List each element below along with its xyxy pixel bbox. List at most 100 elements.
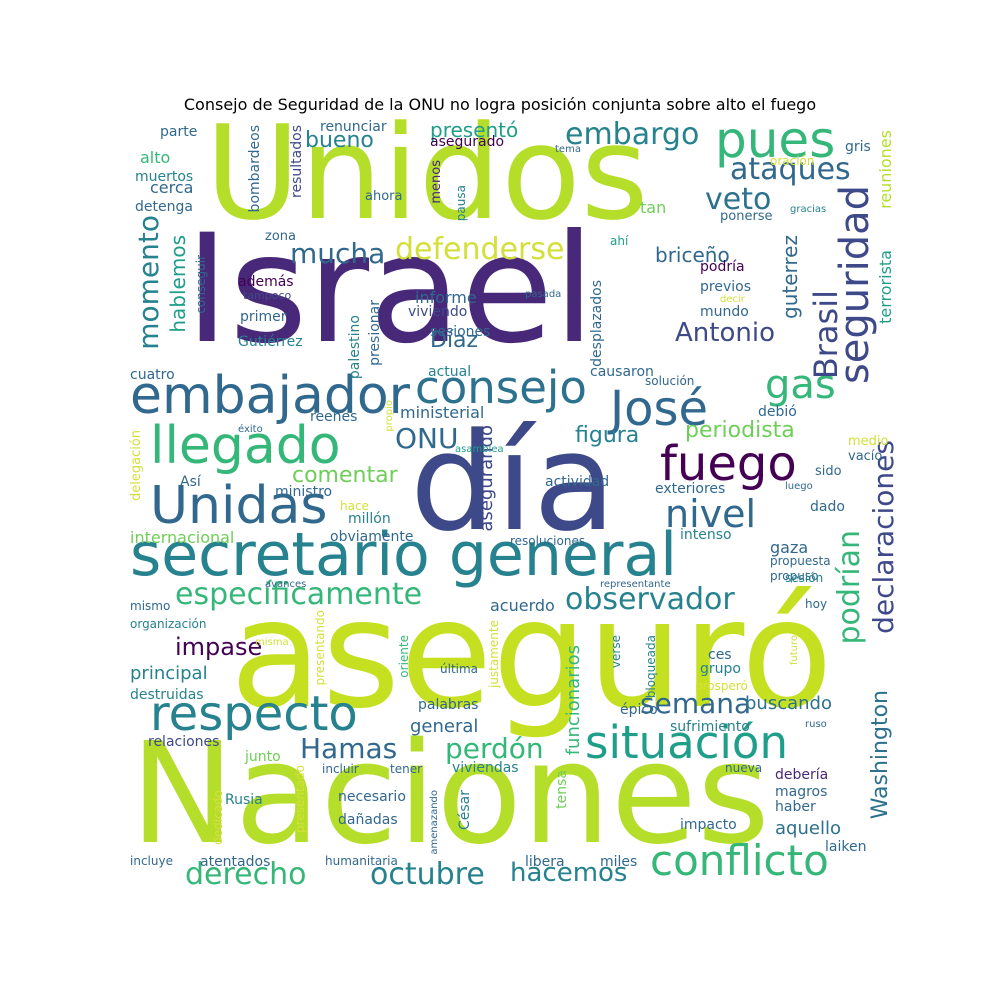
cloud-word: grupo [700,661,741,677]
cloud-word: detenga [135,199,193,215]
cloud-word: exteriores [655,481,726,497]
cloud-word: figura [575,423,640,448]
cloud-word: mismo [130,599,171,613]
cloud-word: funcionarios [563,645,584,756]
cloud-word: Unidas [150,476,328,536]
cloud-word: solución [645,374,695,388]
cloud-word: prosperó [695,679,748,693]
cloud-word: Rusia [225,792,263,808]
cloud-word: Así [180,474,201,490]
cloud-word: última [440,662,479,676]
cloud-word: obviamente [330,529,414,545]
cloud-word: cuatro [130,367,175,383]
cloud-word: mucha [290,237,386,270]
cloud-word: Díaz [430,328,479,353]
cloud-word: épico [620,702,658,718]
cloud-word: bloqueada [644,635,658,699]
cloud-word: presentado [293,765,307,833]
cloud-word: viviendas [452,760,519,776]
cloud-word: magros [775,784,828,800]
cloud-word: reuniones [876,130,895,209]
cloud-word: primer [240,309,287,325]
cloud-word: hacemos [510,858,628,888]
cloud-word: millón [348,511,391,527]
cloud-word: dedicado [211,790,225,845]
cloud-word: tener [390,762,423,776]
cloud-word: decir [720,294,745,305]
cloud-word: podrían [832,530,867,645]
cloud-word: sido [815,464,842,479]
cloud-word: resultados [289,125,305,198]
cloud-word: Hamas [300,732,398,765]
cloud-word: llegado [150,416,341,476]
cloud-word: aquello [775,818,841,839]
cloud-word: periodista [685,418,795,443]
cloud-word: César [457,790,473,831]
cloud-word: presentó [430,118,519,142]
cloud-word: causaron [590,364,654,380]
cloud-word: gaza [770,538,809,557]
cloud-word: avances [265,579,307,590]
cloud-word: además [238,274,294,290]
cloud-word: embajador [130,366,411,426]
cloud-word: nivel [665,492,757,536]
cloud-word: acuerdo [490,596,555,615]
cloud-word: libera [525,854,565,870]
cloud-word: José [610,381,709,437]
cloud-word: impase [175,633,263,661]
cloud-word: presentando [313,610,327,686]
cloud-word: específicamente [175,577,423,612]
cloud-word: futuro [789,635,800,666]
cloud-word: actividad [545,474,610,490]
cloud-word: relaciones [148,734,220,750]
cloud-word: mundo [700,304,749,320]
cloud-word: oriente [397,635,411,678]
cloud-word: zona [265,229,296,244]
cloud-word: previos [700,279,751,295]
cloud-word: veto [705,182,772,217]
cloud-word: propuso [770,569,819,583]
cloud-word: bueno [305,128,374,153]
cloud-word: semana [640,687,752,720]
cloud-word: desplazados [589,280,605,367]
cloud-word: defenderse [395,232,565,267]
cloud-word: dañadas [338,812,398,828]
cloud-word: briceño [655,243,730,267]
cloud-word: impacto [680,817,737,833]
cloud-word: nueva [725,761,763,775]
cloud-word: menos [429,160,444,204]
cloud-word: parte [160,124,198,140]
cloud-word: general [410,716,479,737]
cloud-word: pues [715,111,836,169]
cloud-word: momento [132,215,165,350]
cloud-word: conseguir [194,255,208,314]
cloud-word: Washington [868,690,893,820]
cloud-word: embargo [565,117,700,152]
cloud-word: fuego [660,436,797,492]
cloud-word: incluir [322,762,359,776]
cloud-word: laiken [825,839,867,855]
cloud-word: misma [255,637,289,648]
cloud-word: ruso [805,719,827,730]
cloud-word: perdón [445,732,544,765]
cloud-word: propuesta [770,554,831,568]
cloud-word: alto [140,148,171,167]
cloud-word: secretario general [130,520,677,590]
cloud-word: asegurado [430,134,505,150]
cloud-word: muertos [135,169,194,185]
cloud-word: cerca [150,178,194,197]
cloud-word: justamente [487,620,501,689]
cloud-word: humanitaria [325,854,398,868]
cloud-word: asamblea [455,444,504,455]
cloud-word: verse [609,635,623,669]
cloud-word: Israel [185,203,595,377]
cloud-word: palabras [418,697,479,713]
cloud-word: representante [600,579,671,590]
cloud-word: actual [428,364,472,380]
cloud-word: derecho [185,857,307,892]
cloud-word: haber [775,799,816,815]
cloud-word: informe [415,288,477,307]
cloud-word: consejo [415,361,587,414]
cloud-word: ministerial [400,403,485,422]
